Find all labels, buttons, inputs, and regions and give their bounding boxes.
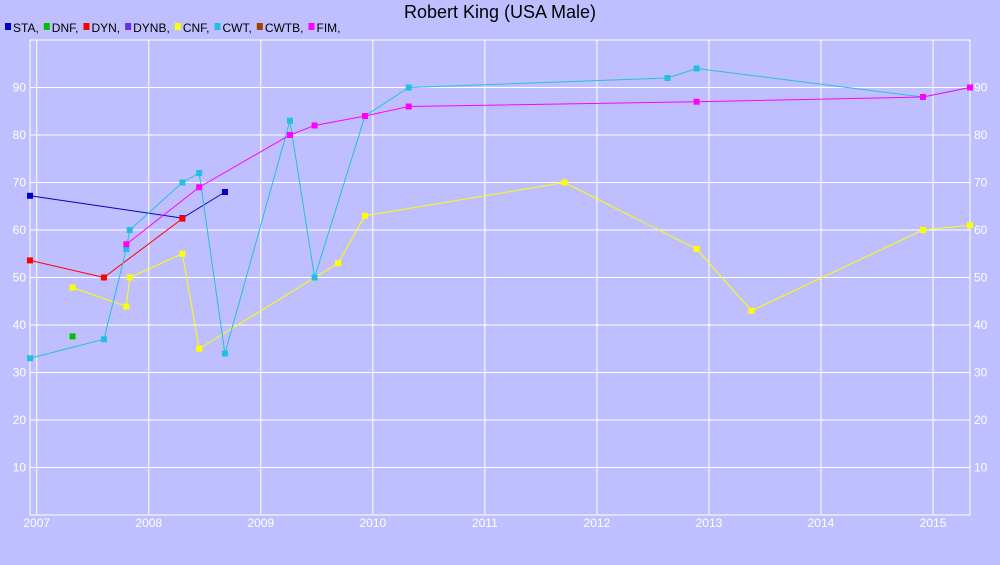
series-line [72,181,971,350]
data-point [126,274,133,281]
y-tick-label-right: 10 [974,461,988,475]
data-point [693,98,700,105]
x-tick-label: 2010 [359,516,386,530]
data-point [311,122,318,129]
data-point [335,260,342,267]
data-point [123,246,130,252]
data-point [100,274,107,281]
y-tick-label-right: 20 [974,413,988,427]
y-tick-label: 20 [13,413,27,427]
data-point [967,222,973,229]
data-point [69,284,76,291]
data-point [919,227,926,233]
data-point [221,189,228,195]
legend-swatch [43,23,50,30]
data-point [179,179,186,186]
data-point [311,274,318,281]
legend-label: STA, [13,21,39,35]
data-point [693,246,700,252]
y-tick-label: 80 [13,128,27,142]
data-point [27,355,33,362]
x-tick-label: 2011 [472,516,498,530]
data-point [361,212,368,219]
data-point [27,192,33,199]
data-point [221,350,228,357]
legend-label: DYNB, [133,21,170,35]
y-tick-label: 90 [13,81,27,95]
data-point [664,75,671,81]
data-point [69,333,76,340]
y-tick-label-right: 30 [974,366,988,380]
y-tick-label-right: 90 [974,81,988,95]
data-point [967,84,973,91]
data-point [286,117,293,124]
y-tick-label-right: 50 [974,271,988,285]
legend-label: CNF, [183,21,210,35]
data-point [286,132,293,138]
x-tick-label: 2015 [920,516,947,530]
data-point [361,113,368,119]
legend-swatch [5,23,11,30]
data-point [748,307,755,314]
data-point [196,345,203,352]
x-tick-label: 2014 [808,516,835,530]
data-point [561,179,568,186]
x-tick-label: 2012 [584,516,611,530]
x-tick-label: 2013 [696,516,723,530]
legend-label: DYN, [91,21,120,35]
x-tick-label: 2008 [135,516,162,530]
legend-label: CWTB, [265,21,304,35]
y-tick-label-right: 60 [974,223,988,237]
legend-swatch [125,23,132,30]
data-point [100,336,107,343]
y-tick-label: 10 [13,461,27,475]
legend-swatch [83,23,90,30]
x-tick-label: 2009 [247,516,274,530]
data-point [123,241,130,248]
legend-swatch [256,23,263,30]
legend-label: DNF, [52,21,79,35]
x-tick-label: 2007 [23,516,50,530]
legend-swatch [308,23,315,30]
y-tick-label-right: 80 [974,128,988,142]
legend-label: CWT, [222,21,251,35]
chart-title: Robert King (USA Male) [404,2,596,22]
data-point [196,184,203,191]
data-point [123,303,130,310]
data-point [179,215,186,222]
legend-swatch [174,23,181,30]
data-point [196,170,203,176]
data-point [27,257,33,264]
data-point [179,250,186,257]
y-tick-label-right: 40 [974,318,988,332]
y-tick-label: 50 [13,271,27,285]
data-point [126,227,133,233]
legend-swatch [214,23,221,30]
y-tick-label: 30 [13,366,27,380]
data-point [919,94,926,100]
y-tick-label: 60 [13,223,27,237]
data-point [405,103,412,110]
data-point [405,84,412,91]
legend-label: FIM, [316,21,340,35]
data-point [693,65,700,72]
y-tick-label: 70 [13,176,27,190]
y-tick-label: 40 [13,318,27,332]
y-tick-label-right: 70 [974,176,988,190]
